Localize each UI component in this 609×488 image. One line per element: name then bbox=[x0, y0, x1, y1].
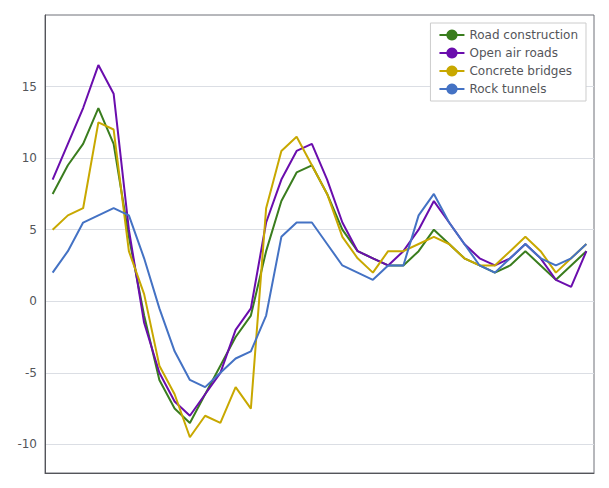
svg-text:Open air roads: Open air roads bbox=[469, 46, 558, 60]
svg-text:5: 5 bbox=[29, 223, 37, 237]
svg-text:0: 0 bbox=[29, 294, 37, 308]
svg-text:Road construction: Road construction bbox=[469, 28, 578, 42]
svg-text:10: 10 bbox=[22, 151, 37, 165]
svg-text:Concrete bridges: Concrete bridges bbox=[469, 64, 572, 78]
svg-text:-10: -10 bbox=[17, 437, 37, 451]
svg-text:Rock tunnels: Rock tunnels bbox=[469, 82, 546, 96]
svg-text:15: 15 bbox=[22, 80, 37, 94]
svg-text:-5: -5 bbox=[25, 366, 37, 380]
